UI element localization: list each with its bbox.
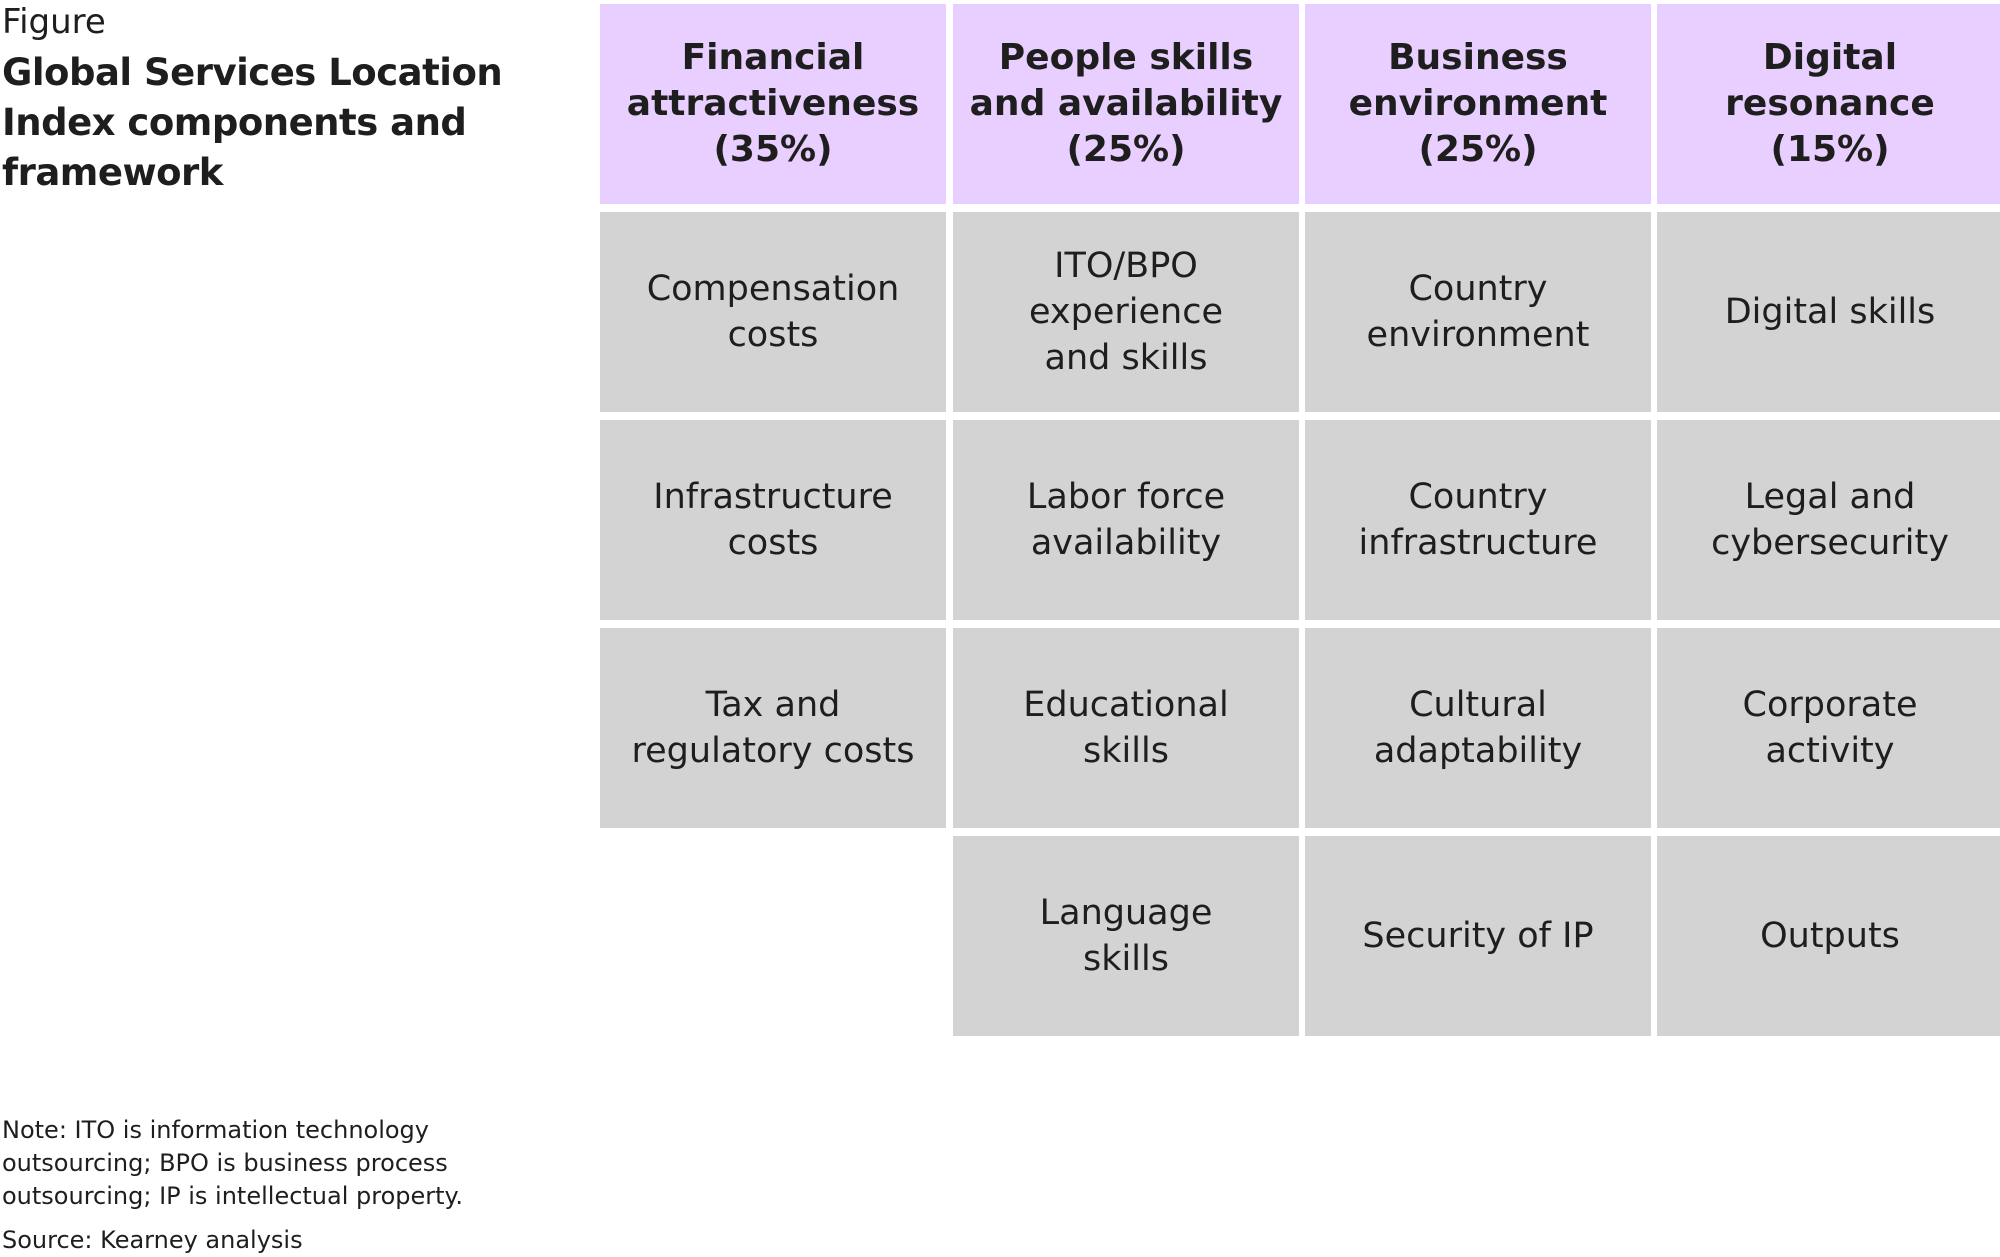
figure-label: Figure: [2, 2, 106, 42]
framework-grid: Financial attractiveness (35%) Compensat…: [600, 0, 2000, 1040]
figure-source: Source: Kearney analysis: [2, 1226, 303, 1254]
component-label: Legal and cybersecurity: [1711, 477, 1949, 563]
component-label: Labor force availability: [1026, 477, 1226, 563]
component-label: Digital skills: [1724, 292, 1936, 332]
column-header: Digital resonance (15%): [1657, 4, 2000, 204]
component-label: Educational skills: [1023, 685, 1229, 771]
component-cell: Language skills: [953, 836, 1299, 1036]
component-cell: Corporate activity: [1657, 628, 2000, 828]
component-cell: Infrastructure costs: [600, 420, 946, 620]
column-header-label: Financial attractiveness (35%): [626, 37, 920, 170]
column-header-label: Digital resonance (15%): [1725, 37, 1935, 170]
component-label: Country environment: [1366, 269, 1590, 355]
component-cell: Legal and cybersecurity: [1657, 420, 2000, 620]
column-header-label: People skills and availability (25%): [969, 37, 1283, 170]
column-header: People skills and availability (25%): [953, 4, 1299, 204]
component-label: Tax and regulatory costs: [631, 685, 915, 771]
component-cell: Labor force availability: [953, 420, 1299, 620]
column-header: Business environment (25%): [1305, 4, 1651, 204]
component-cell: Country infrastructure: [1305, 420, 1651, 620]
column-business-environment: Business environment (25%) Country envir…: [1305, 0, 1651, 1040]
column-financial-attractiveness: Financial attractiveness (35%) Compensat…: [600, 0, 946, 1040]
component-label: Security of IP: [1362, 916, 1594, 956]
component-cell: Outputs: [1657, 836, 2000, 1036]
component-cell: Digital skills: [1657, 212, 2000, 412]
component-cell: Educational skills: [953, 628, 1299, 828]
column-people-skills: People skills and availability (25%) ITO…: [953, 0, 1299, 1040]
component-cell: Compensation costs: [600, 212, 946, 412]
component-cell: ITO/BPO experience and skills: [953, 212, 1299, 412]
figure-note: Note: ITO is information technology outs…: [2, 1116, 463, 1210]
component-cell: Security of IP: [1305, 836, 1651, 1036]
component-cell: Tax and regulatory costs: [600, 628, 946, 828]
component-label: Outputs: [1760, 916, 1900, 956]
component-cell: Cultural adaptability: [1305, 628, 1651, 828]
component-label: Country infrastructure: [1358, 477, 1598, 563]
figure-title: Global Services Location Index component…: [2, 51, 503, 194]
component-label: Language skills: [1039, 893, 1213, 979]
column-header: Financial attractiveness (35%): [600, 4, 946, 204]
column-digital-resonance: Digital resonance (15%) Digital skills L…: [1657, 0, 2000, 1040]
figure-caption-panel: Figure Global Services Location Index co…: [2, 0, 562, 1257]
component-label: Compensation costs: [646, 269, 900, 355]
component-cell: Country environment: [1305, 212, 1651, 412]
column-header-label: Business environment (25%): [1348, 37, 1608, 170]
component-label: Cultural adaptability: [1373, 685, 1583, 771]
component-label: ITO/BPO experience and skills: [1029, 246, 1223, 378]
component-label: Corporate activity: [1742, 685, 1918, 771]
component-label: Infrastructure costs: [653, 477, 893, 563]
